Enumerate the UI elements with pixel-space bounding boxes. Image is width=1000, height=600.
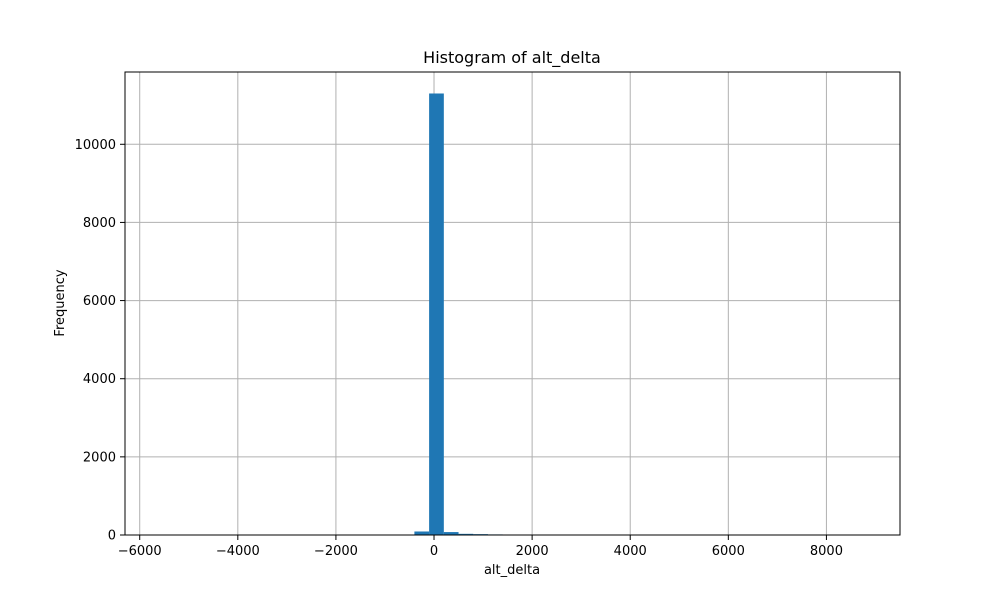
x-axis-ticks: −6000 −4000 −2000 0 2000 4000 6000 8000 bbox=[118, 535, 843, 559]
histogram-bar bbox=[458, 533, 474, 535]
y-tick-label: 10000 bbox=[75, 138, 116, 153]
x-tick-label: 0 bbox=[430, 544, 438, 559]
x-tick-label: 8000 bbox=[810, 544, 843, 559]
y-tick-label: 8000 bbox=[83, 216, 116, 231]
y-tick-label: 4000 bbox=[83, 372, 116, 387]
x-tick-label: 4000 bbox=[614, 544, 647, 559]
x-tick-label: −6000 bbox=[118, 544, 162, 559]
y-axis-label: Frequency bbox=[53, 269, 68, 336]
y-tick-label: 6000 bbox=[83, 294, 116, 309]
histogram-bar bbox=[414, 531, 430, 535]
histogram-bar bbox=[429, 93, 444, 536]
y-tick-label: 2000 bbox=[83, 450, 116, 465]
x-tick-label: −4000 bbox=[216, 544, 260, 559]
histogram-bar bbox=[443, 532, 459, 535]
grid bbox=[125, 72, 900, 536]
y-axis-ticks: 0 2000 4000 6000 8000 10000 bbox=[75, 138, 125, 544]
x-tick-label: −2000 bbox=[314, 544, 358, 559]
y-tick-label: 0 bbox=[108, 529, 116, 544]
x-tick-label: 6000 bbox=[712, 544, 745, 559]
plot-background bbox=[125, 72, 900, 535]
plot-frame bbox=[124, 71, 901, 536]
x-tick-label: 2000 bbox=[516, 544, 549, 559]
x-axis-label: alt_delta bbox=[484, 563, 540, 578]
chart-title: Histogram of alt_delta bbox=[423, 48, 601, 68]
